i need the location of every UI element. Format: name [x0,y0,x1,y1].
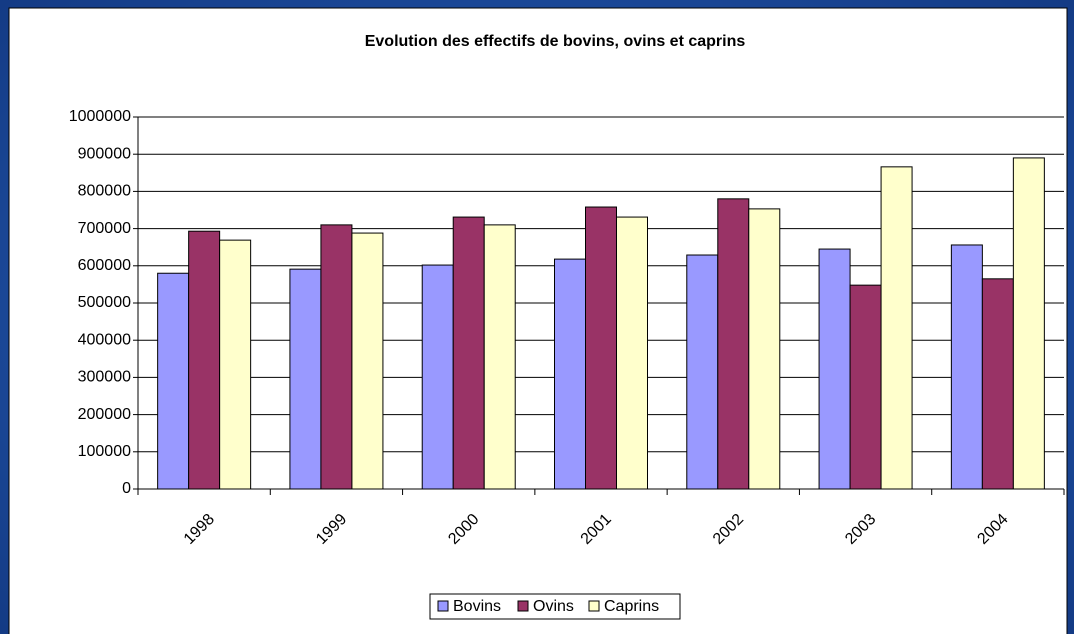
bar [219,239,252,490]
y-tick-label: 500000 [78,294,131,311]
bar [554,258,586,490]
bar [818,248,851,490]
y-tick-label: 900000 [78,145,131,162]
legend-swatch [517,600,529,612]
bar [717,198,750,490]
bar [483,224,516,490]
legend-label: Ovins [533,598,574,615]
y-tick-label: 300000 [78,369,131,386]
bar [880,166,913,490]
y-tick-label: 200000 [78,406,131,423]
legend-box [429,593,681,620]
bar [686,254,719,490]
bar [320,224,353,490]
y-tick-label: 100000 [78,443,131,460]
bar [421,264,454,490]
y-tick-label: 800000 [78,183,131,200]
bar [950,244,983,490]
bar [157,272,190,490]
y-tick-label: 600000 [78,257,131,274]
bar [351,232,384,490]
y-tick-label: 700000 [78,220,131,237]
bar [452,216,485,490]
bar [585,206,617,490]
bar [849,284,882,490]
chart-title: Evolution des effectifs de bovins, ovins… [365,33,746,50]
bar [289,268,322,490]
legend-swatch [588,600,600,612]
legend-label: Bovins [453,598,501,615]
y-tick-label: 400000 [78,331,131,348]
legend-swatch [437,600,449,612]
bar [616,216,648,490]
legend-label: Caprins [604,598,659,615]
y-tick-label: 0 [122,480,131,497]
bar [981,278,1014,490]
bar [1012,157,1045,490]
bar [748,208,781,490]
bar [188,230,221,490]
y-tick-label: 1000000 [69,108,131,125]
